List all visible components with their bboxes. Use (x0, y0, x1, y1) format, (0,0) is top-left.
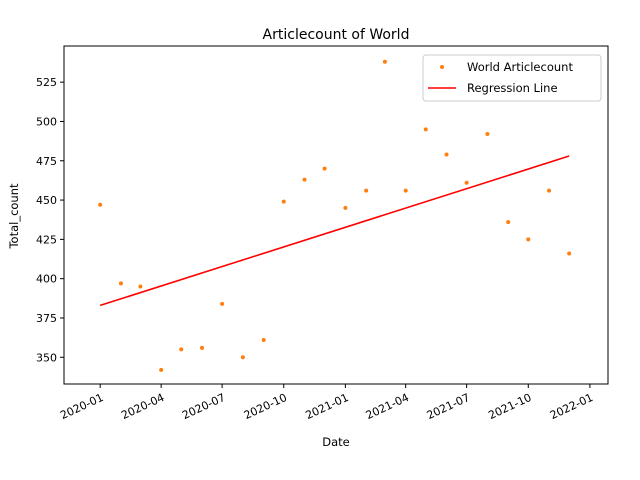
data-point (464, 180, 469, 185)
data-point (444, 152, 449, 157)
data-point (403, 188, 408, 193)
legend-entry-label: World Articlecount (467, 60, 573, 74)
y-tick-label: 425 (36, 233, 57, 246)
y-axis-label: Total_count (7, 183, 21, 250)
data-point (138, 284, 143, 289)
data-point (547, 188, 552, 193)
y-tick-label: 525 (36, 76, 57, 89)
data-point (526, 237, 531, 242)
data-point (423, 127, 428, 132)
y-tick-label: 350 (36, 351, 57, 364)
x-axis-label: Date (322, 435, 350, 449)
data-point (240, 355, 245, 360)
data-point (567, 251, 572, 256)
data-point (485, 132, 490, 137)
legend-marker-swatch (440, 65, 444, 69)
data-point (98, 202, 103, 207)
y-tick-label: 500 (36, 115, 57, 128)
data-point (382, 59, 387, 64)
data-point (261, 337, 266, 342)
data-point (179, 347, 184, 352)
legend-entry-label: Regression Line (467, 81, 558, 95)
y-tick-label: 450 (36, 194, 57, 207)
regression-line (99, 155, 570, 307)
y-tick-label: 375 (36, 312, 57, 325)
chart-title: Articlecount of World (263, 27, 410, 43)
data-point (302, 177, 307, 182)
data-point (322, 166, 327, 171)
data-point (281, 199, 286, 204)
data-point (364, 188, 369, 193)
y-tick-label: 400 (36, 273, 57, 286)
data-point (220, 301, 225, 306)
data-point (118, 281, 123, 286)
legend: World Articlecount Regression Line (422, 54, 602, 102)
data-point (343, 205, 348, 210)
legend-box (422, 54, 602, 102)
data-point (506, 220, 511, 225)
plot-frame (63, 45, 609, 385)
data-point (159, 367, 164, 372)
y-tick-label: 475 (36, 155, 57, 168)
data-point (200, 345, 205, 350)
